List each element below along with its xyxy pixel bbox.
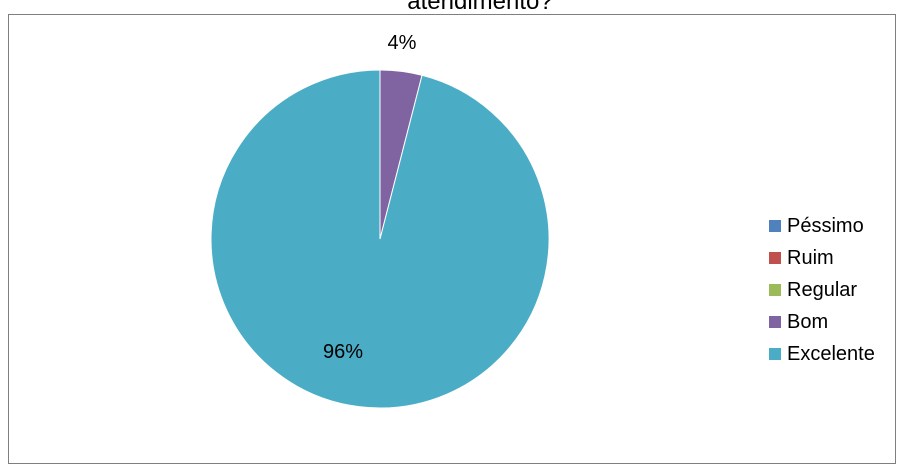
data-label-excelente: 96% [323,341,363,363]
legend-item-excelente: Excelente [769,338,875,370]
legend-swatch [769,252,781,264]
legend-item-bom: Bom [769,306,875,338]
legend-item-regular: Regular [769,274,875,306]
legend-label: Bom [787,310,829,333]
legend: Péssimo Ruim Regular Bom Excelente [769,210,875,370]
legend-swatch [769,220,781,232]
chart-title: atendimento? [407,0,553,15]
legend-swatch [769,348,781,360]
pie-slice-excelente [210,69,550,409]
legend-item-pessimo: Péssimo [769,210,875,242]
legend-item-ruim: Ruim [769,242,875,274]
legend-label: Regular [787,278,858,301]
data-label-bom: 4% [388,32,417,54]
legend-label: Ruim [787,246,834,269]
legend-swatch [769,284,781,296]
legend-label: Excelente [787,342,875,365]
legend-swatch [769,316,781,328]
legend-label: Péssimo [787,214,864,237]
